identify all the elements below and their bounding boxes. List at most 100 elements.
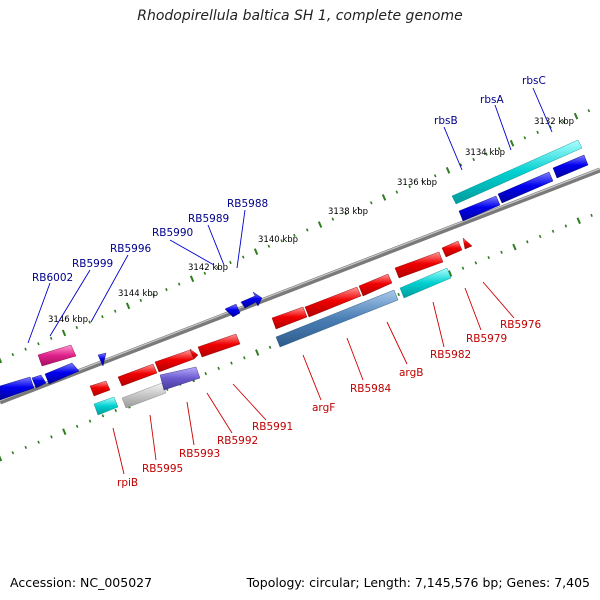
reverse-tick: [243, 356, 246, 360]
reverse-tick: [255, 349, 260, 356]
forward-genes: [0, 139, 589, 401]
reverse-tick: [538, 234, 542, 239]
gene-argF: [275, 289, 399, 348]
forward-tick: [536, 130, 539, 135]
forward-tick: [509, 139, 515, 147]
forward-gene-labels: rbsC rbsA rbsB RB5988 RB5989 RB5990 RB59…: [32, 75, 546, 284]
reverse-tick: [75, 424, 79, 429]
forward-tick: [317, 221, 323, 228]
forward-tick: [203, 271, 207, 275]
genome-backbone: [0, 167, 600, 405]
gene-RB5995-red: [117, 363, 158, 387]
forward-tick: [293, 233, 296, 238]
forward-tick: [177, 282, 181, 286]
map-title: Rhodopirellula baltica SH 1, complete ge…: [137, 8, 463, 24]
label-argF: argF: [312, 402, 335, 414]
forward-tick: [24, 347, 27, 351]
forward-tick: [241, 255, 245, 259]
reverse-tick: [37, 440, 40, 444]
topology-label: Topology: circular; Length: 7,145,576 bp…: [246, 575, 590, 590]
gene-RB5996: [97, 352, 107, 367]
label-RB5976: RB5976: [500, 319, 542, 331]
gene-rbsC: [552, 154, 589, 179]
forward-tick: [253, 248, 259, 255]
label-RB5992: RB5992: [217, 435, 258, 447]
reverse-tick: [512, 243, 517, 251]
scale-label-3136: 3136 kbp: [397, 178, 437, 188]
gene-RB6002: [31, 374, 47, 389]
reverse-tick: [526, 240, 529, 244]
scale-label-3134: 3134 kbp: [465, 148, 505, 158]
forward-tick: [75, 325, 79, 330]
forward-tick: [408, 184, 411, 189]
reverse-tick: [0, 455, 3, 462]
reverse-tick: [50, 435, 53, 439]
forward-tick: [267, 244, 271, 248]
label-rbsB: rbsB: [434, 115, 458, 127]
scale-label-3142: 3142 kbp: [188, 263, 228, 273]
gene-argF-red: [304, 286, 362, 318]
scale-label-3138: 3138 kbp: [328, 207, 368, 217]
forward-tick: [229, 260, 232, 265]
reverse-tick: [62, 428, 67, 435]
forward-tick: [113, 309, 117, 313]
scale-label-3144: 3144 kbp: [118, 289, 158, 299]
gene-RB5982: [394, 251, 444, 279]
forward-tick: [0, 357, 3, 364]
label-RB5982: RB5982: [430, 349, 471, 361]
forward-tick: [523, 136, 527, 140]
reverse-tick: [217, 366, 220, 371]
reverse-tick: [24, 445, 28, 450]
forward-leader-lines: [27, 87, 553, 344]
scale-label-3132: 3132 kbp: [534, 117, 574, 127]
gene-RB5995-purple: [159, 366, 201, 391]
reverse-tick: [101, 414, 105, 418]
label-RB5989: RB5989: [188, 213, 229, 225]
gene-rbsA: [497, 171, 554, 204]
label-rpiB: rpiB: [117, 477, 138, 489]
gene-RB5995: [121, 382, 167, 409]
label-rbsC: rbsC: [522, 75, 546, 87]
reverse-tick: [461, 266, 465, 270]
forward-tick: [11, 353, 15, 357]
reverse-tick: [88, 419, 92, 423]
reverse-tick: [551, 229, 555, 233]
gene-RB5992: [197, 333, 241, 358]
gene-RB5979: [441, 240, 463, 258]
gene-RB5991: [271, 306, 308, 330]
reverse-tick: [590, 213, 593, 217]
gene-RB5989: [224, 303, 241, 318]
label-RB5979: RB5979: [466, 333, 507, 345]
gene-RB5988: [240, 291, 263, 309]
forward-tick: [549, 125, 552, 129]
forward-tick: [381, 194, 387, 201]
reverse-tick: [487, 256, 490, 260]
forward-tick: [497, 147, 501, 151]
forward-tick: [305, 228, 309, 232]
gene-forward-left: [0, 376, 35, 401]
forward-tick: [139, 298, 143, 302]
reverse-tick: [11, 451, 15, 455]
forward-tick: [280, 239, 283, 243]
label-RB5984: RB5984: [350, 383, 392, 395]
gene-RB5976: [462, 237, 473, 250]
forward-tick: [573, 112, 579, 120]
reverse-tick: [474, 261, 478, 265]
gene-rbsC-cyan: [451, 139, 583, 205]
forward-tick-marks: [0, 109, 591, 364]
label-RB5996: RB5996: [110, 243, 152, 255]
gene-rpiB-red: [89, 380, 111, 397]
scale-labels: 3132 kbp 3134 kbp 3136 kbp 3138 kbp 3140…: [48, 117, 574, 325]
reverse-tick: [500, 250, 503, 254]
gene-RB5993-tip: [189, 348, 199, 360]
scale-label-3140: 3140 kbp: [258, 235, 298, 245]
forward-tick: [472, 157, 475, 162]
forward-tick: [561, 119, 565, 124]
forward-tick: [61, 329, 67, 337]
forward-tick: [37, 342, 40, 346]
forward-tick: [344, 212, 347, 216]
scale-label-3146: 3146 kbp: [48, 315, 88, 325]
forward-tick: [587, 109, 591, 113]
forward-tick: [49, 336, 53, 340]
forward-tick: [216, 266, 219, 270]
